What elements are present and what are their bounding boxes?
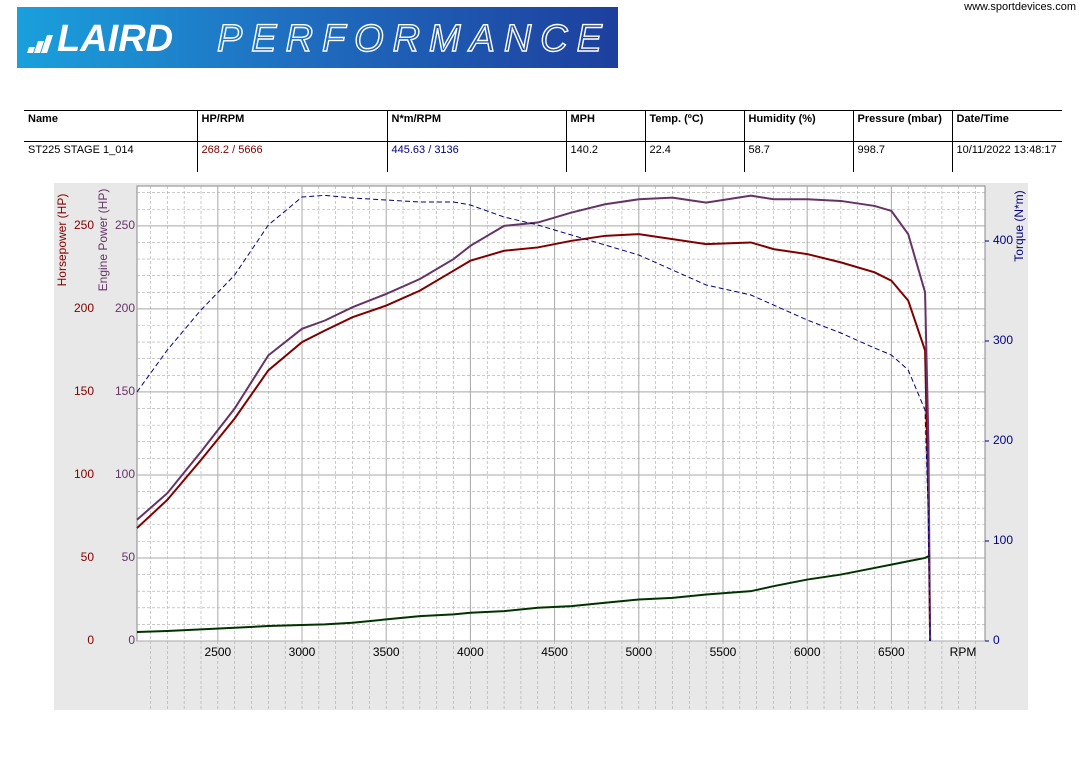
column-header: N*m/RPM xyxy=(386,110,567,142)
x-tick-label: 6500 xyxy=(878,645,905,659)
plot-area xyxy=(136,185,986,642)
y-tick-label: 200 xyxy=(115,301,135,315)
y2-tick-label: 0 xyxy=(993,633,1000,647)
y2-tick-label: 300 xyxy=(993,333,1013,347)
x-axis-label: RPM xyxy=(950,645,977,659)
column-header: Name xyxy=(24,110,198,142)
logo-left: LAIRD xyxy=(57,18,173,60)
x-tick-label: 6000 xyxy=(794,645,821,659)
y-tick-label: 250 xyxy=(74,218,94,232)
column-header: Humidity (%) xyxy=(743,110,854,142)
column-header: Pressure (mbar) xyxy=(852,110,953,142)
minor-grid xyxy=(137,186,985,710)
logo-right: PERFORMANCE xyxy=(217,18,603,60)
logo: LAIRD PERFORMANCE xyxy=(17,7,618,68)
y2-tick-label: 200 xyxy=(993,433,1013,447)
x-tick-label: 4500 xyxy=(541,645,568,659)
y-tick-label: 150 xyxy=(74,384,94,398)
logo-bars xyxy=(27,35,53,53)
column-header: MPH xyxy=(565,110,646,142)
x-tick-label: 5000 xyxy=(625,645,652,659)
y-axis-label: Engine Power (HP) xyxy=(96,189,110,292)
table-cell: 10/11/2022 13:48:17 xyxy=(951,141,1062,172)
y2-tick-label: 100 xyxy=(993,533,1013,547)
y-axis-label: Horsepower (HP) xyxy=(55,194,69,287)
table-cell: ST225 STAGE 1_014 xyxy=(24,141,198,172)
logo-art: LAIRD PERFORMANCE xyxy=(27,17,603,61)
y-tick-label: 50 xyxy=(122,550,136,564)
table-cell: 22.4 xyxy=(644,141,745,172)
column-header: Temp. (ºC) xyxy=(644,110,745,142)
table-cell: 445.63 / 3136 xyxy=(386,141,567,172)
data-row: ST225 STAGE 1_014 268.2 / 5666 445.63 / 31… xyxy=(24,141,1062,172)
table-cell: 998.7 xyxy=(852,141,953,172)
series-line xyxy=(136,233,932,642)
table-cell: 58.7 xyxy=(743,141,854,172)
x-tick-label: 3500 xyxy=(373,645,400,659)
y-tick-label: 100 xyxy=(115,467,135,481)
y-tick-label: 0 xyxy=(128,633,135,647)
y-tick-label: 50 xyxy=(81,550,95,564)
results-table: Name HP/RPM N*m/RPM MPH Temp. (ºC) Humidity (… xyxy=(24,110,1062,172)
website: www.sportdevices.com xyxy=(964,1,1076,13)
header-row: Name HP/RPM N*m/RPM MPH Temp. (ºC) Humidity (… xyxy=(24,110,1062,142)
y2-axis-label: Torque (N*m) xyxy=(1012,190,1026,261)
series-line xyxy=(136,555,931,634)
y-tick-label: 150 xyxy=(115,384,135,398)
x-tick-label: 4000 xyxy=(457,645,484,659)
y-tick-label: 0 xyxy=(87,633,94,647)
column-header: Date/Time xyxy=(951,110,1062,142)
series-line xyxy=(136,194,931,642)
table-cell: 140.2 xyxy=(565,141,646,172)
chart-background xyxy=(54,183,1028,710)
y-tick-label: 200 xyxy=(74,301,94,315)
column-header: HP/RPM xyxy=(196,110,388,142)
x-tick-label: 3000 xyxy=(289,645,316,659)
y-tick-label: 250 xyxy=(115,218,135,232)
y2-tick-label: 400 xyxy=(993,233,1013,247)
table-cell: 268.2 / 5666 xyxy=(196,141,388,172)
series-line xyxy=(136,194,932,642)
x-tick-label: 5500 xyxy=(710,645,737,659)
y-tick-label: 100 xyxy=(74,467,94,481)
x-tick-label: 2500 xyxy=(204,645,231,659)
